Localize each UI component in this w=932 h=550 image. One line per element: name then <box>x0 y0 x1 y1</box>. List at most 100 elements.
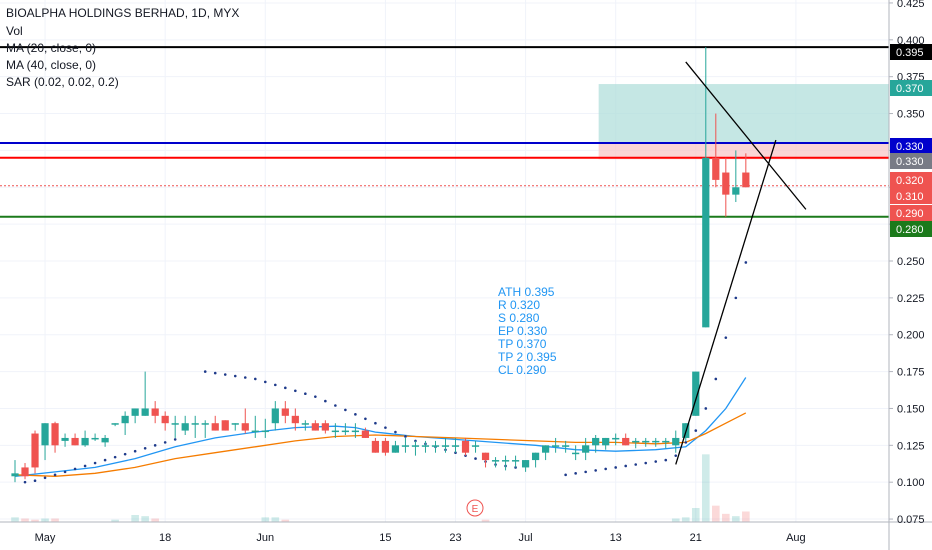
sar-dot <box>213 371 217 375</box>
sar-dot <box>574 472 577 475</box>
candle-body <box>431 445 440 447</box>
volume-bar <box>21 518 29 522</box>
candle-body <box>542 445 550 453</box>
candle-body <box>722 172 730 195</box>
legend-sar[interactable]: SAR (0.02, 0.02, 0.2) <box>6 75 119 89</box>
event-circle <box>466 499 484 517</box>
price-tick-label: 0.225 <box>897 293 925 305</box>
legend-ma40[interactable]: MA (40, close, 0) <box>6 58 97 72</box>
candle-body <box>361 430 370 438</box>
trendlines[interactable] <box>675 61 807 465</box>
candle-body <box>582 445 590 453</box>
time-axis[interactable]: May 18 Jun 15 23 Jul 13 21 Aug <box>35 532 806 544</box>
candle-body <box>141 408 149 416</box>
stop-zone <box>598 143 889 158</box>
candle-body <box>341 430 349 433</box>
candle-body <box>702 157 710 328</box>
candle-body <box>371 440 380 453</box>
event-label: E <box>472 504 479 515</box>
sar-dot <box>364 417 367 421</box>
legend-vol[interactable]: Vol <box>6 24 23 38</box>
sar-dot <box>564 473 567 477</box>
price-tick-label: 0.350 <box>897 109 925 121</box>
candle-body <box>491 460 500 462</box>
candle-body <box>331 430 339 433</box>
sar-dot <box>53 473 57 477</box>
sar-dot <box>634 463 638 466</box>
candle-body <box>201 423 209 425</box>
price-tick-label: 0.075 <box>897 514 925 526</box>
candle-body <box>742 172 750 188</box>
price-tag-target <box>890 80 932 96</box>
sar-dot <box>203 370 207 373</box>
candle-body <box>521 460 530 468</box>
volume-bar <box>681 517 690 522</box>
candle-body <box>572 452 580 455</box>
sar-dot <box>474 457 477 460</box>
candle-body <box>241 423 249 431</box>
sar-dot <box>294 389 297 393</box>
candle-body <box>191 423 199 425</box>
price-tick-label: 0.200 <box>897 330 925 342</box>
sar-dot <box>223 373 227 376</box>
price-tick-label: 0.175 <box>897 367 925 379</box>
legend-ma20[interactable]: MA (20, close, 0) <box>6 41 97 55</box>
candle-body <box>351 430 359 433</box>
sar-dot <box>664 458 668 462</box>
volume-bar <box>742 511 750 522</box>
candle-body <box>231 423 239 425</box>
sar-dot <box>714 377 718 381</box>
candle-body <box>501 460 510 462</box>
price-tag-resistance <box>890 153 932 169</box>
sar-dot <box>454 451 457 454</box>
candle-body <box>592 437 600 446</box>
candle-body <box>642 440 650 443</box>
candle-body <box>301 423 309 425</box>
time-tick-label: Jul <box>519 532 533 544</box>
event-marker[interactable]: E <box>466 499 484 517</box>
sar-dot <box>113 455 117 459</box>
candle-body <box>401 445 410 447</box>
candle-body <box>602 437 610 446</box>
sar-dot <box>73 467 77 471</box>
sar-dot <box>284 386 287 390</box>
price-tick-label: 0.425 <box>897 0 925 10</box>
candle-body <box>511 460 520 462</box>
candle-body <box>151 408 159 416</box>
sar-dot <box>404 435 407 438</box>
sar-dot <box>304 392 307 396</box>
sar-dot <box>324 399 327 403</box>
candle-body <box>101 437 109 443</box>
annotation-line: TP 0.370 <box>498 337 547 351</box>
sar-dot <box>344 408 347 412</box>
price-tags: 0.395 0.370 0.330 0.330 0.320 0.310 0.290 0.280 <box>890 44 932 237</box>
candle-body <box>672 437 680 446</box>
sar-dot <box>23 480 27 484</box>
sar-dot <box>233 374 237 378</box>
price-tag-label-support: 0.280 <box>896 224 924 236</box>
volume-bar <box>481 519 490 522</box>
candle-body <box>732 187 740 195</box>
candle-body <box>471 445 480 447</box>
price-tag-stop <box>890 205 932 221</box>
price-tag-last <box>890 172 932 188</box>
volume-bar <box>711 505 720 522</box>
volume-bar <box>11 517 19 522</box>
annotation-line: S 0.280 <box>498 311 540 325</box>
sar-dot <box>354 413 357 416</box>
sar-dot <box>43 476 47 480</box>
sar-dot <box>704 407 708 410</box>
sar-dot <box>694 429 698 432</box>
sar-dot <box>644 461 648 465</box>
sar-dot <box>93 461 97 465</box>
sar-dot <box>684 441 688 444</box>
sar-dot <box>83 464 87 468</box>
time-tick-label: 18 <box>159 532 171 544</box>
time-tick-label: 23 <box>449 532 461 544</box>
sar-dot <box>674 454 678 457</box>
candle-body <box>111 423 119 425</box>
time-tick-label: 13 <box>610 532 622 544</box>
